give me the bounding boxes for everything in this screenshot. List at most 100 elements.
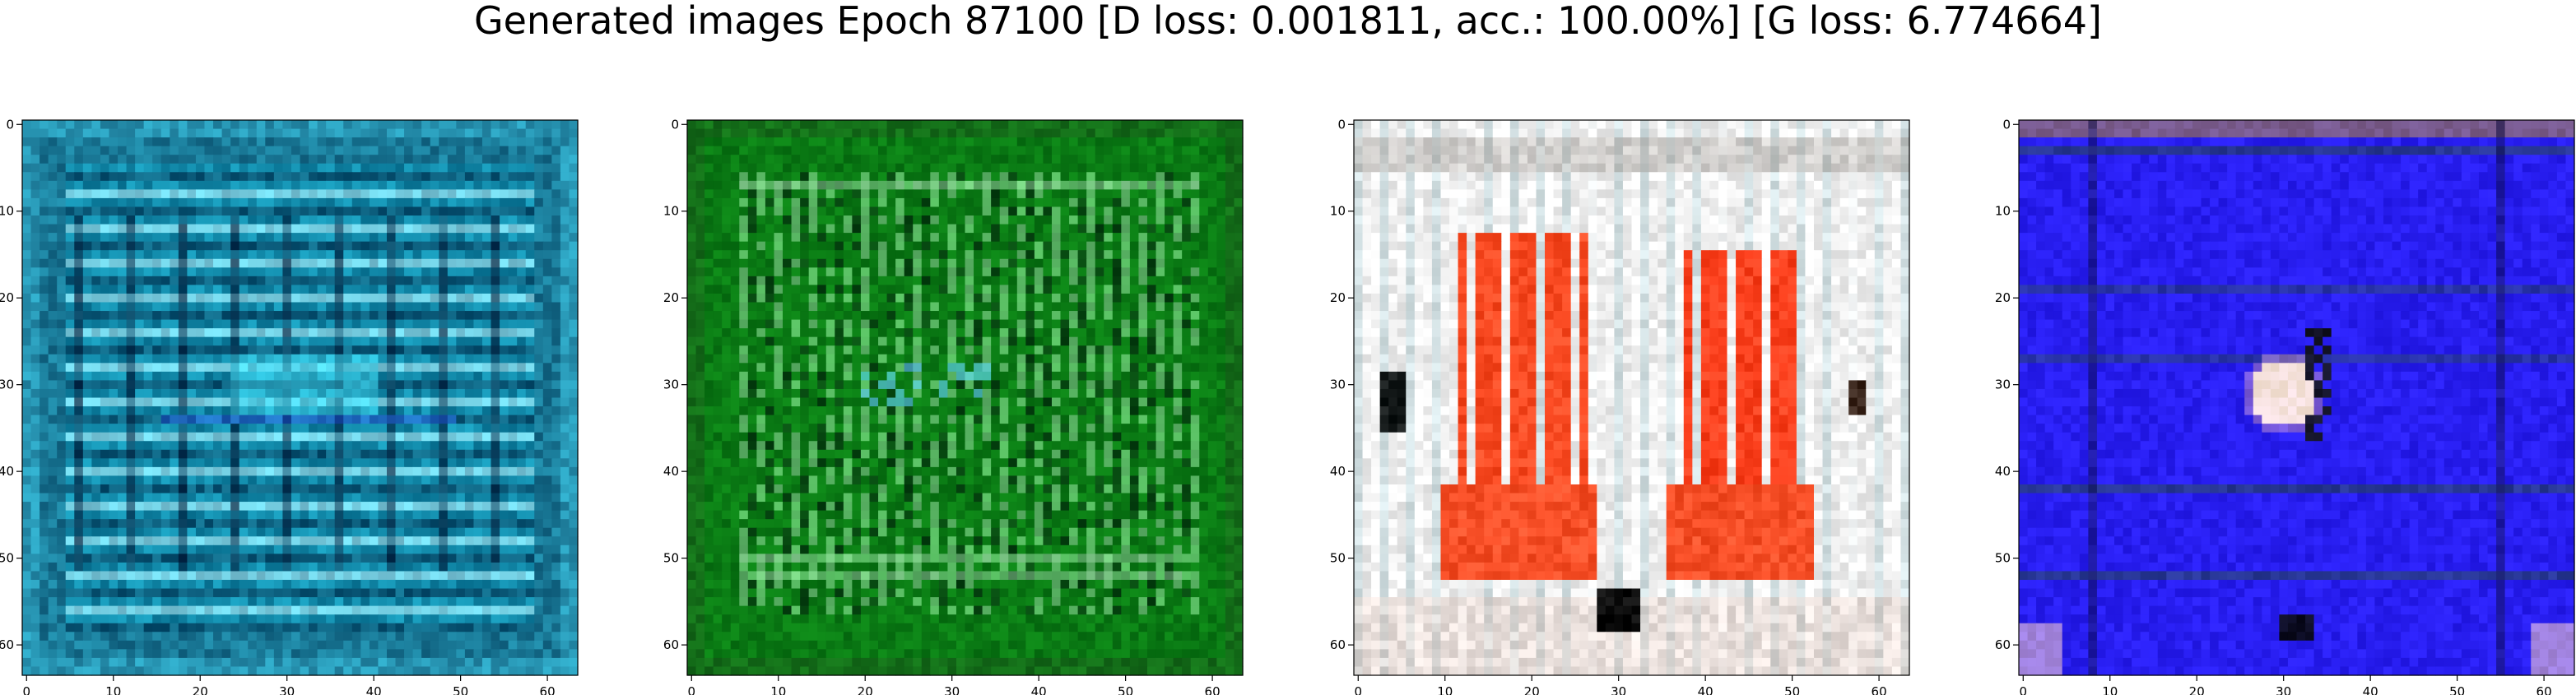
pixel — [48, 554, 58, 563]
pixel — [109, 128, 119, 138]
pixel — [1077, 180, 1087, 190]
pixel — [230, 336, 240, 346]
pixel — [221, 189, 231, 199]
pixel — [57, 397, 67, 407]
pixel — [456, 597, 466, 607]
pixel — [100, 311, 110, 321]
pixel — [230, 206, 240, 216]
pixel — [687, 197, 697, 208]
pixel — [404, 571, 414, 581]
pixel — [491, 345, 500, 355]
pixel — [282, 276, 292, 285]
pixel — [300, 536, 309, 546]
pixel — [500, 276, 509, 285]
pixel — [82, 519, 92, 529]
pixel — [248, 466, 258, 477]
pixel — [351, 224, 361, 234]
pixel — [143, 657, 153, 668]
pixel — [1086, 146, 1096, 155]
pixel — [1173, 197, 1183, 208]
pixel — [412, 449, 422, 459]
pixel — [351, 319, 361, 329]
pixel — [817, 163, 827, 173]
pixel — [170, 579, 179, 590]
pixel — [447, 502, 457, 512]
pixel — [508, 475, 518, 485]
pixel — [256, 293, 266, 303]
pixel — [895, 155, 905, 164]
pixel — [91, 510, 101, 520]
pixel — [1086, 128, 1096, 138]
pixel — [739, 189, 749, 199]
pixel — [569, 146, 579, 155]
pixel — [404, 424, 414, 433]
pixel — [65, 215, 75, 225]
pixel — [100, 397, 110, 407]
pixel — [300, 172, 309, 182]
pixel — [430, 544, 439, 554]
pixel — [991, 163, 1001, 173]
pixel — [508, 623, 518, 632]
pixel — [248, 319, 258, 329]
pixel — [439, 475, 449, 485]
pixel — [100, 510, 110, 520]
pixel — [187, 544, 197, 554]
pixel — [921, 146, 931, 155]
pixel — [204, 441, 214, 451]
pixel — [351, 649, 361, 659]
pixel — [456, 519, 466, 529]
pixel — [317, 354, 327, 364]
pixel — [517, 466, 527, 477]
pixel — [534, 502, 544, 512]
pixel — [221, 302, 231, 312]
pixel — [256, 666, 266, 676]
pixel — [282, 623, 292, 632]
pixel — [343, 267, 353, 277]
pixel — [360, 380, 370, 390]
pixel — [534, 432, 544, 442]
pixel — [265, 319, 275, 329]
pixel — [91, 267, 101, 277]
pixel — [525, 224, 535, 234]
pixel — [878, 233, 888, 243]
pixel — [534, 571, 544, 581]
pixel — [421, 224, 431, 234]
pixel — [204, 241, 214, 251]
pixel — [91, 311, 101, 321]
pixel — [351, 197, 361, 208]
pixel — [178, 432, 188, 442]
pixel — [82, 293, 92, 303]
pixel — [447, 258, 457, 268]
pixel — [481, 588, 492, 598]
pixel — [343, 475, 353, 485]
pixel — [57, 172, 67, 182]
pixel — [886, 197, 896, 208]
pixel — [351, 623, 361, 632]
pixel — [22, 666, 32, 676]
pixel — [282, 241, 292, 251]
pixel — [378, 649, 388, 659]
pixel — [1207, 172, 1217, 182]
pixel — [351, 311, 361, 321]
pixel — [195, 155, 206, 164]
pixel — [481, 640, 492, 650]
pixel — [1051, 128, 1062, 138]
pixel — [491, 302, 500, 312]
pixel — [404, 137, 414, 147]
pixel — [386, 579, 397, 590]
pixel — [230, 267, 240, 277]
pixel — [300, 484, 309, 494]
pixel — [143, 466, 153, 477]
pixel — [317, 155, 327, 164]
pixel — [412, 319, 422, 329]
pixel — [1069, 146, 1079, 155]
pixel — [412, 510, 422, 520]
pixel — [412, 250, 422, 260]
pixel — [1225, 224, 1235, 234]
pixel — [464, 328, 475, 338]
pixel — [525, 120, 535, 130]
pixel — [248, 502, 258, 512]
pixel — [143, 493, 153, 503]
pixel — [40, 285, 49, 294]
pixel — [187, 484, 197, 494]
